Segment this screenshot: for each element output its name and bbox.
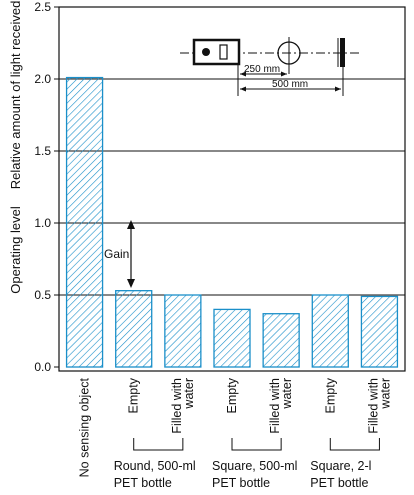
bar: [311, 294, 349, 368]
gridlines: [59, 78, 405, 296]
group-bracket: [329, 438, 380, 451]
bar: [164, 294, 202, 368]
setup-diagram: [180, 37, 360, 96]
arrow-up-icon: [127, 220, 135, 229]
x-tick-label: water: [182, 378, 196, 410]
x-tick-label: Filled with: [366, 378, 380, 434]
bar: [360, 295, 399, 368]
y-tick-label: 2.5: [34, 0, 51, 14]
gain-annotation: Gain: [104, 220, 135, 288]
gain-label: Gain: [104, 247, 129, 261]
group-bracket: [133, 438, 184, 451]
dimension-500-label: 500 mm: [272, 79, 308, 90]
y-tick-label: 1.5: [34, 144, 51, 158]
y-tick-label: 0.0: [34, 360, 51, 374]
y-tick-label: 1.0: [34, 216, 51, 230]
group-label: Square, 2-l: [310, 459, 371, 473]
bar: [213, 308, 251, 368]
arrow-down-icon: [127, 279, 135, 288]
group-label: Round, 500-ml: [114, 459, 196, 473]
y-axis-label-bottom: Operating level: [8, 206, 23, 294]
group-label: PET bottle: [114, 476, 172, 490]
group-labels: Round, 500-ml PET bottle Square, 500-ml PET…: [114, 438, 380, 490]
x-tick-label: Filled with: [170, 378, 184, 434]
x-tick-label: Empty: [323, 377, 337, 413]
bars: [65, 76, 399, 368]
bar: [262, 313, 300, 368]
plot-frame: [58, 6, 406, 372]
y-tick-labels: 0.0 0.5 1.0 1.5 2.0 2.5: [34, 0, 59, 374]
group-label: PET bottle: [310, 476, 368, 490]
y-tick-label: 2.0: [34, 72, 51, 86]
x-tick-label: Empty: [127, 377, 141, 413]
x-tick-label: No sensing object: [78, 377, 92, 477]
reflector-icon: [340, 38, 345, 67]
bar: [65, 76, 104, 368]
bar: [115, 290, 153, 368]
x-tick-label: Filled with: [268, 378, 282, 434]
group-label: Square, 500-ml: [212, 459, 297, 473]
y-tick-label: 0.5: [34, 288, 51, 302]
group-label: PET bottle: [212, 476, 270, 490]
y-axis-label-top: Relative amount of light received: [8, 1, 23, 190]
group-bracket: [231, 438, 282, 451]
x-tick-label: water: [378, 378, 392, 410]
dimension-250-label: 250 mm: [244, 64, 280, 75]
x-tick-label: water: [280, 378, 294, 410]
x-tick-label: Empty: [225, 377, 239, 413]
sensor-icon: [192, 38, 241, 66]
